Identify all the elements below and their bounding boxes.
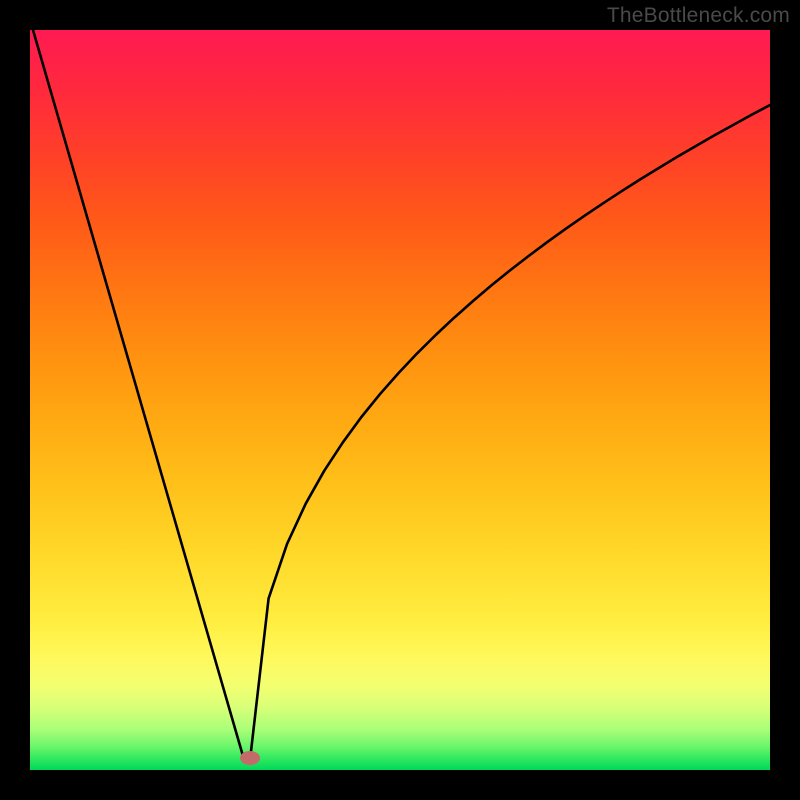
bottleneck-chart xyxy=(0,0,800,800)
chart-root: TheBottleneck.com xyxy=(0,0,800,800)
optimal-point-marker xyxy=(240,751,260,765)
